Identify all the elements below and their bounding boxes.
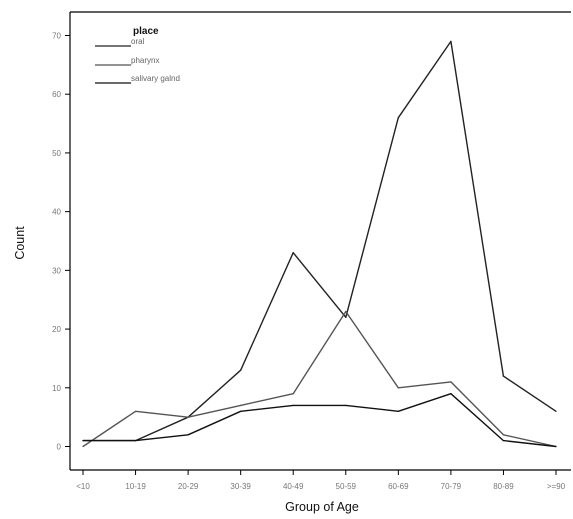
series-line-salivary-galnd xyxy=(83,393,557,448)
x-tick-label: 30-39 xyxy=(230,482,251,491)
y-tick-label: 70 xyxy=(52,31,61,40)
data-point xyxy=(187,416,189,418)
data-point xyxy=(240,404,242,406)
legend: place oral pharynx salivary galnd xyxy=(95,26,180,84)
data-point xyxy=(555,445,557,448)
data-point xyxy=(397,117,399,119)
y-tick-label: 60 xyxy=(52,90,61,99)
y-tick-label: 50 xyxy=(52,149,61,158)
series-lines xyxy=(82,40,557,448)
x-tick-label: 40-49 xyxy=(283,482,304,491)
data-point xyxy=(502,440,504,442)
data-point xyxy=(345,404,347,406)
data-point xyxy=(502,434,504,436)
y-tick-label: 0 xyxy=(57,443,62,452)
data-point xyxy=(187,434,189,436)
legend-label: pharynx xyxy=(131,56,159,65)
x-axis-title: Group of Age xyxy=(285,500,359,514)
x-tick-label: 50-59 xyxy=(336,482,357,491)
series-line-oral xyxy=(83,40,557,442)
data-point xyxy=(292,404,294,406)
y-tick-label: 40 xyxy=(52,208,61,217)
x-tick-label: 80-89 xyxy=(493,482,514,491)
data-point xyxy=(397,410,399,412)
data-point xyxy=(397,387,399,389)
y-tick-label: 20 xyxy=(52,325,61,334)
data-point xyxy=(292,252,294,254)
data-point xyxy=(450,393,452,395)
legend-label: salivary galnd xyxy=(131,74,180,83)
y-tick-label: 30 xyxy=(52,266,61,275)
x-tick-label: 20-29 xyxy=(178,482,199,491)
data-point xyxy=(82,445,84,448)
x-tick-label: 70-79 xyxy=(441,482,462,491)
data-point xyxy=(345,316,347,318)
data-point xyxy=(555,410,557,412)
data-point xyxy=(135,410,137,412)
x-tick-label: 10-19 xyxy=(125,482,146,491)
data-point xyxy=(135,440,137,442)
data-point xyxy=(292,393,294,395)
data-point xyxy=(82,440,84,442)
y-axis-title: Count xyxy=(13,226,27,260)
legend-title: place xyxy=(133,26,159,37)
x-tick-label: >=90 xyxy=(547,482,566,491)
data-point xyxy=(502,375,504,377)
data-point xyxy=(240,369,242,371)
data-point xyxy=(345,310,347,313)
axes: 0 10 20 30 40 50 60 70 <10 10-19 20-29 30-39 40-49 50… xyxy=(52,11,571,491)
x-tick-label: 60-69 xyxy=(388,482,409,491)
y-tick-label: 10 xyxy=(52,384,61,393)
legend-label: oral xyxy=(131,37,145,46)
data-point xyxy=(450,40,452,43)
series-line-pharynx xyxy=(82,310,557,448)
data-point xyxy=(450,381,452,383)
x-tick-label: <10 xyxy=(76,482,90,491)
data-point xyxy=(240,410,242,412)
